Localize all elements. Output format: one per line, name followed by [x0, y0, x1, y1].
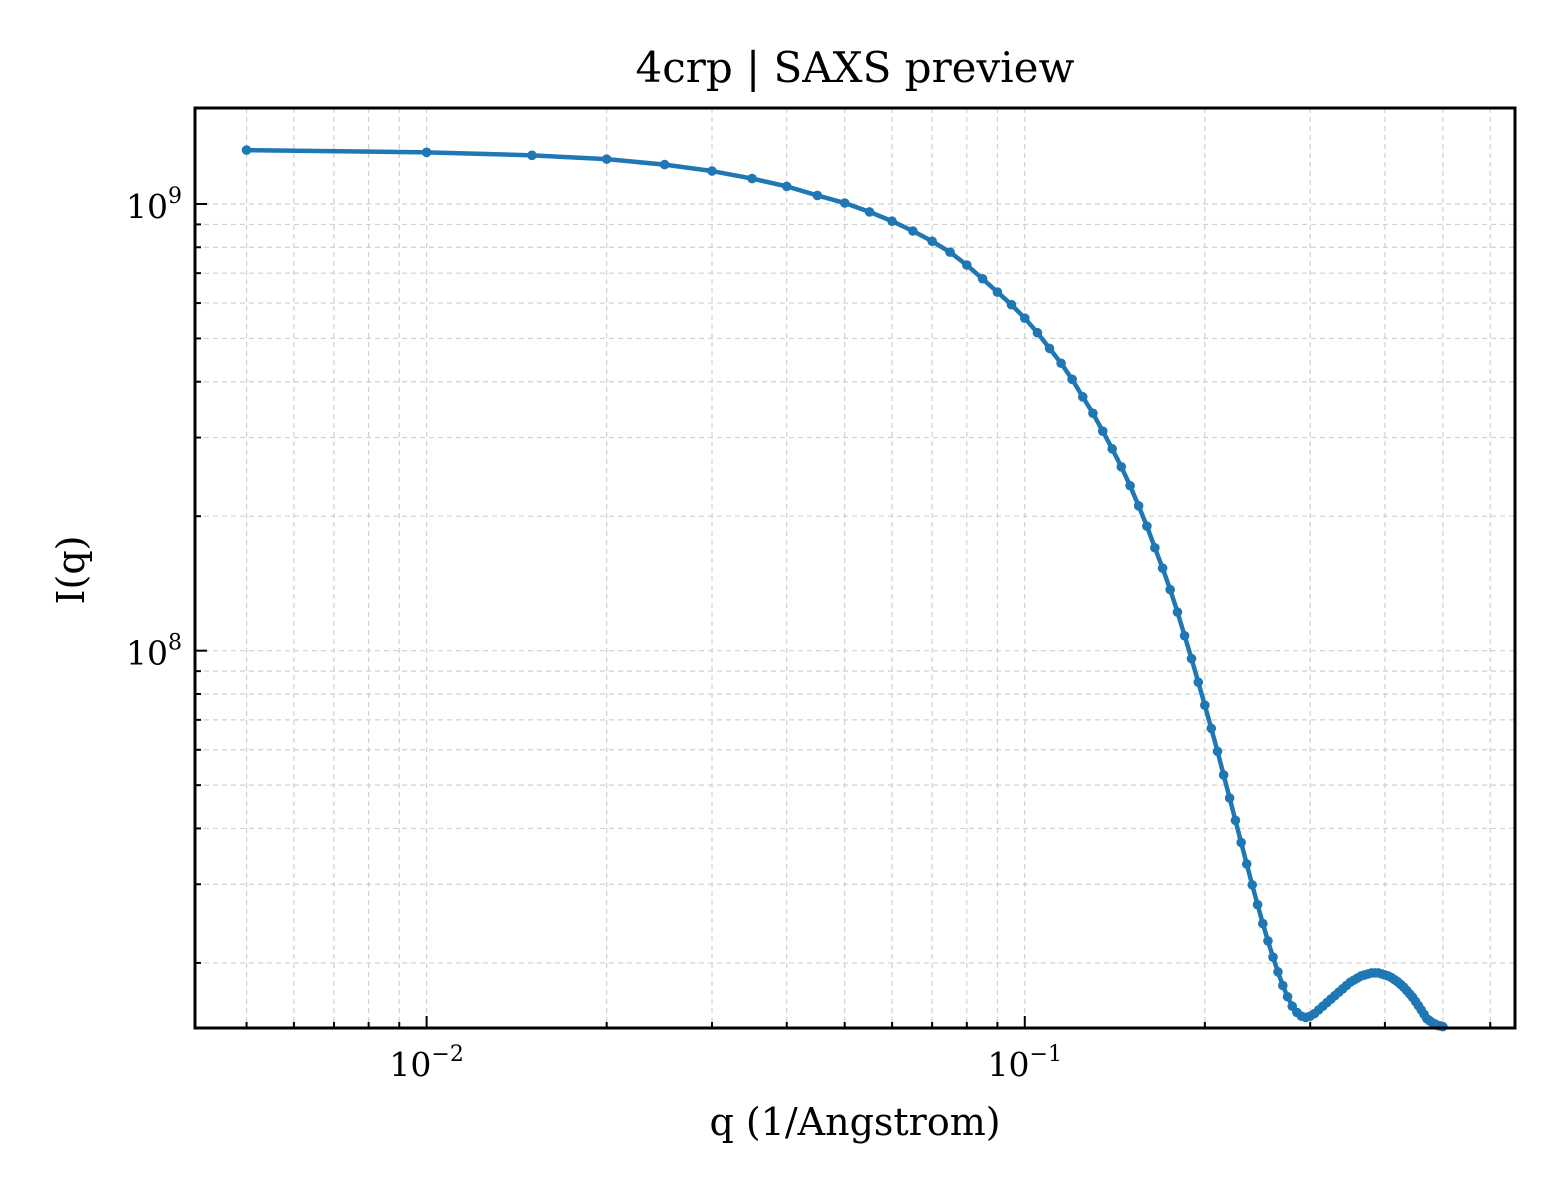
data-point	[707, 166, 717, 176]
data-point	[1097, 426, 1108, 436]
data-point	[864, 207, 875, 217]
data-point	[839, 198, 850, 208]
data-point	[1218, 770, 1229, 780]
data-point	[1165, 584, 1175, 595]
data-point	[945, 247, 955, 257]
data-point	[1133, 501, 1144, 511]
data-point	[1252, 899, 1263, 910]
data-point	[1212, 746, 1223, 757]
y-tick-labels: 108 109	[126, 184, 182, 673]
data-point	[1200, 700, 1210, 710]
major-ticks	[195, 202, 1026, 1028]
x-tick-label: 10−2	[389, 1042, 463, 1084]
data-point	[421, 147, 432, 158]
data-point	[1032, 327, 1043, 338]
data-point	[747, 173, 757, 184]
plot-frame	[193, 106, 1517, 1030]
data-point	[1116, 462, 1127, 472]
x-tick-label: 10−1	[988, 1042, 1062, 1084]
data-point	[1258, 918, 1268, 929]
grid	[195, 108, 1515, 1028]
data-point	[1278, 980, 1288, 991]
data-point	[927, 236, 937, 247]
data-point	[1247, 880, 1258, 890]
data-point	[962, 260, 972, 270]
y-tick-label: 108	[126, 631, 182, 673]
y-tick-label: 109	[126, 184, 182, 226]
data-point	[908, 226, 918, 236]
data-point	[1268, 952, 1278, 962]
data-point	[1077, 392, 1088, 402]
data-point	[659, 159, 670, 170]
data-point	[1172, 607, 1183, 617]
x-axis-label: q (1/Angstrom)	[709, 1100, 1000, 1144]
data-point	[1125, 480, 1135, 491]
data-point	[1282, 991, 1293, 1002]
data-point	[1056, 358, 1066, 369]
data-point	[1263, 936, 1273, 946]
data-point	[1241, 859, 1252, 869]
x-tick-labels: 10−2 10−1	[389, 1042, 1062, 1084]
data-point	[527, 150, 537, 161]
data-point	[992, 287, 1003, 297]
data-point	[1019, 313, 1030, 324]
data-point	[1206, 723, 1217, 734]
data-point	[1193, 677, 1204, 688]
minor-ticks	[195, 223, 1492, 1028]
y-axis-label: I(q)	[49, 536, 93, 605]
data-point	[241, 145, 252, 155]
data-point	[887, 216, 897, 227]
data-point	[1067, 374, 1077, 385]
data-point	[812, 190, 823, 201]
data-point	[601, 154, 612, 164]
data-point	[1044, 343, 1055, 354]
data-point	[1142, 521, 1152, 531]
data-point	[1006, 299, 1017, 310]
data-point	[1230, 815, 1241, 826]
data-point	[1150, 542, 1160, 553]
data-point	[781, 181, 792, 192]
data-point	[1224, 793, 1235, 803]
data-point	[1179, 630, 1190, 641]
data-point	[977, 273, 988, 284]
series-layer	[241, 145, 1448, 1032]
data-point	[1088, 408, 1098, 419]
data-point	[1273, 967, 1283, 977]
data-point	[1186, 653, 1197, 664]
data-point	[1157, 563, 1168, 573]
data-point	[1107, 444, 1117, 454]
chart-title: 4crp | SAXS preview	[636, 43, 1075, 92]
data-point	[1236, 837, 1246, 848]
